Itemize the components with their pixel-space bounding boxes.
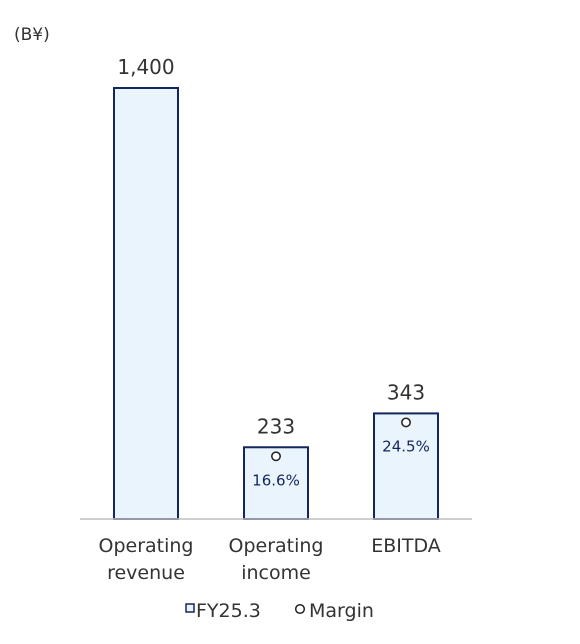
legend-swatch-fy25-3: [185, 603, 195, 613]
category-label-2: EBITDA: [371, 535, 441, 557]
margin-marker-1: [271, 451, 281, 462]
category-label-0-line-1: revenue: [107, 562, 185, 584]
margin-marker-2: [401, 417, 411, 428]
category-label-1-line-1: income: [241, 562, 311, 584]
bar-value-label-0: 1,400: [117, 55, 174, 79]
legend-label-margin: Margin: [309, 600, 374, 622]
bar-value-label-1: 233: [257, 414, 295, 438]
bar-0: [113, 87, 179, 520]
margin-value-label-2: 24.5%: [382, 437, 430, 455]
legend-marker-margin: [294, 603, 306, 615]
margin-value-label-1: 16.6%: [252, 471, 300, 489]
legend-label-fy25-3: FY25.3: [196, 600, 261, 622]
category-label-0-line-0: Operating: [99, 535, 194, 557]
category-label-1-line-0: Operating: [229, 535, 324, 557]
bar-value-label-2: 343: [387, 380, 425, 404]
unit-label: (B¥): [14, 25, 50, 45]
bar-2: [373, 412, 439, 520]
